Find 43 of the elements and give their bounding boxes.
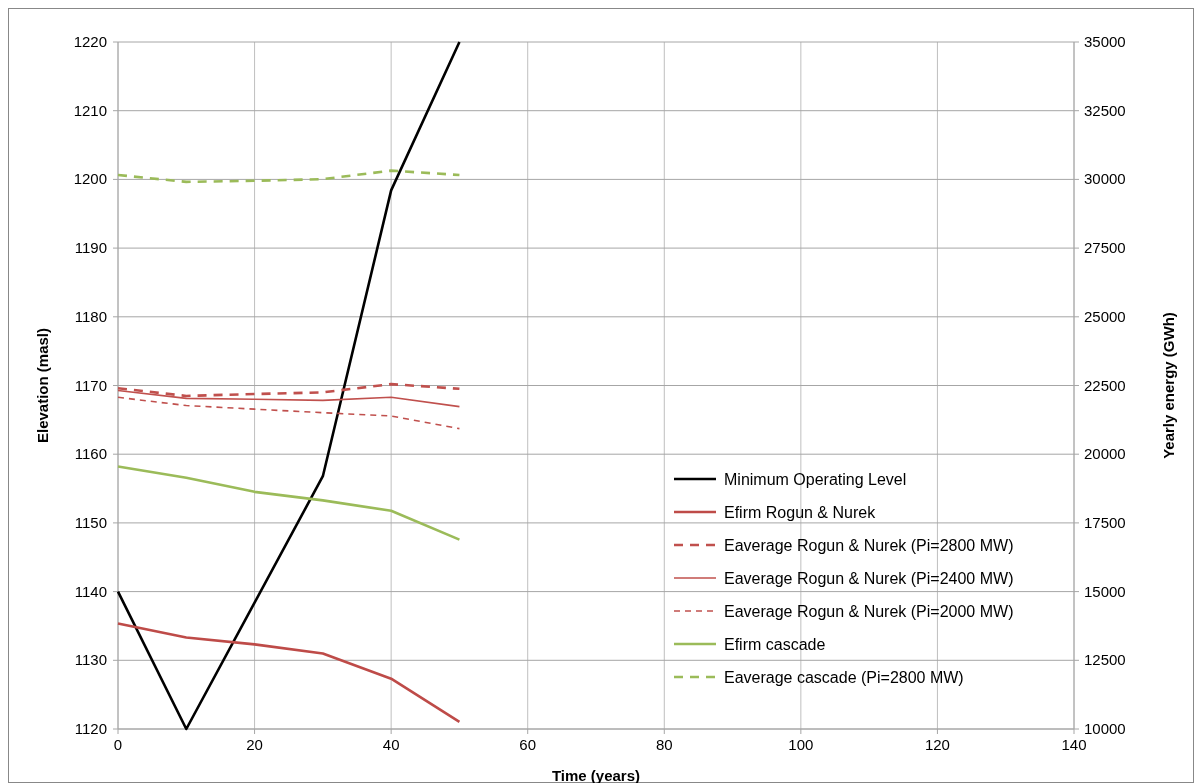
legend-label: Eaverage Rogun & Nurek (Pi=2400 MW) (724, 570, 1014, 587)
line-series (116, 622, 461, 724)
y-tick-label: 1130 (74, 651, 107, 669)
y2-tick-label: 27500 (1084, 239, 1126, 257)
y2-axis-title: Yearly energy (GWh) (1160, 312, 1177, 459)
x-tick-label: 100 (788, 736, 814, 753)
x-tick-label: 0 (113, 736, 123, 753)
y2-tick-label: 17500 (1084, 513, 1126, 531)
legend-label: Efirm cascade (724, 636, 826, 653)
y2-tick-label: 30000 (1084, 170, 1126, 188)
line-series (116, 465, 461, 541)
x-tick-label: 80 (655, 736, 673, 753)
legend-label: Eaverage cascade (Pi=2800 MW) (724, 669, 964, 686)
line-series (117, 396, 461, 430)
y2-tick-label: 10000 (1084, 720, 1126, 737)
y2-tick-label: 20000 (1084, 445, 1126, 463)
x-tick-label: 60 (519, 736, 537, 753)
x-tick-label: 120 (924, 736, 950, 753)
y2-tick-label: 35000 (1084, 33, 1126, 50)
y-tick-label: 1140 (74, 582, 107, 600)
y-tick-label: 1160 (74, 445, 107, 463)
y2-tick-label: 32500 (1084, 101, 1126, 119)
y2-tick-label: 15000 (1084, 582, 1126, 600)
y-tick-label: 1150 (74, 513, 107, 531)
legend-label: Eaverage Rogun & Nurek (Pi=2000 MW) (724, 603, 1014, 620)
y-tick-label: 1210 (73, 101, 107, 119)
y-tick-label: 1190 (74, 239, 107, 257)
y-tick-label: 1220 (73, 33, 107, 50)
x-tick-label: 20 (246, 736, 263, 753)
x-tick-label: 40 (382, 736, 400, 753)
legend-label: Minimum Operating Level (724, 471, 907, 488)
y2-tick-label: 22500 (1084, 376, 1126, 394)
line-series (116, 169, 461, 184)
y2-tick-label: 12500 (1084, 651, 1126, 669)
y-tick-label: 1170 (74, 376, 107, 394)
y-tick-label: 1120 (74, 720, 107, 737)
legend-label: Efirm Rogun & Nurek (724, 504, 877, 521)
legend-label: Eaverage Rogun & Nurek (Pi=2800 MW) (724, 537, 1014, 554)
y-axis-title: Elevation (masl) (34, 327, 51, 444)
y-tick-label: 1200 (73, 170, 107, 188)
x-tick-label: 140 (1061, 736, 1087, 753)
y-tick-label: 1180 (74, 307, 107, 325)
y2-tick-label: 25000 (1084, 307, 1126, 325)
